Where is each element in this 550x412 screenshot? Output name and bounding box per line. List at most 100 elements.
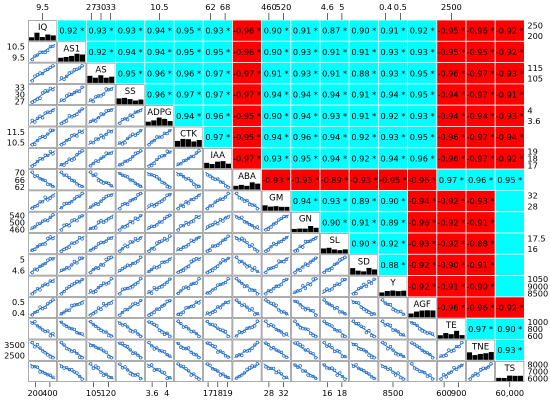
scatter-point-15-7-5 <box>247 349 252 353</box>
scatter-point-13-10-8 <box>343 312 347 316</box>
fit-line-11-2 <box>88 256 114 273</box>
scatter-point-8-5-4 <box>186 201 191 205</box>
fit-line-16-11 <box>350 363 377 380</box>
hist-bar-15-1 <box>472 355 478 360</box>
corr-value-1-10: 0.91 * <box>322 47 347 57</box>
corr-value-13-15: -0.96 * <box>467 303 495 313</box>
fit-line-10-2 <box>88 235 114 252</box>
right-tick-label-6-2: 17 <box>527 161 537 171</box>
left-tick-label-11-0: 5 <box>20 255 25 265</box>
variable-label-14: TE <box>445 321 457 331</box>
fit-line-14-12 <box>380 320 406 337</box>
scatter-point-16-11-1 <box>354 363 358 367</box>
corr-value-2-13: 0.95 * <box>410 68 435 78</box>
scatter-point-15-14-5 <box>452 348 456 353</box>
scatter-point-14-6-3 <box>213 323 217 327</box>
top-tick-label-6-1: 68 <box>220 2 230 12</box>
bottom-tick-label-0-1: 400 <box>42 388 58 398</box>
corr-cell-12-16 <box>494 275 525 298</box>
scatter-point-6-0-7 <box>48 149 52 154</box>
corr-value-1-14: -0.95 * <box>437 47 465 57</box>
fit-line-8-7 <box>234 193 260 210</box>
hist-bar-5-1 <box>180 138 186 147</box>
corr-value-7-11: -0.93 * <box>350 175 378 185</box>
scatter-point-11-10-3 <box>330 266 334 271</box>
fit-line-12-0 <box>29 278 56 295</box>
scatter-point-9-1-8 <box>80 214 84 218</box>
fit-line-14-9 <box>292 320 319 337</box>
fit-line-13-12 <box>380 299 406 316</box>
fit-line-11-7 <box>234 256 260 273</box>
corr-value-2-3: 0.95 * <box>118 68 143 78</box>
scatter-point-14-11-5 <box>364 330 369 335</box>
fit-line-15-5 <box>175 342 202 359</box>
hist-bar-16-2 <box>507 375 513 382</box>
fit-line-11-8 <box>263 256 290 273</box>
fit-line-8-5 <box>175 193 202 210</box>
corr-value-4-12: 0.92 * <box>381 111 406 121</box>
scatter-point-16-4-8 <box>168 375 172 380</box>
scatter-point-15-2-7 <box>107 355 111 359</box>
scatter-point-12-9-4 <box>303 286 308 290</box>
corr-value-5-11: 0.92 * <box>351 132 376 142</box>
hist-bar-14-1 <box>443 333 449 339</box>
corr-value-1-11: 0.91 * <box>351 47 376 57</box>
hist-bar-6-3 <box>220 161 226 169</box>
scatter-point-3-2-1 <box>91 99 95 104</box>
variable-label-9: GN <box>299 215 312 225</box>
right-tick-label-14-1: 800 <box>527 324 543 334</box>
scatter-point-8-5-2 <box>181 204 186 209</box>
scatter-point-15-12-5 <box>393 352 398 356</box>
scatter-point-13-10-7 <box>340 310 344 314</box>
scatter-point-16-15-3 <box>476 373 480 377</box>
corr-value-11-14: -0.90 * <box>437 260 465 270</box>
scatter-point-6-4-8 <box>168 150 172 154</box>
scatter-point-7-2-4 <box>99 180 103 184</box>
right-tick-label-16-0: 8000 <box>527 359 548 369</box>
hist-bar-6-2 <box>215 161 221 169</box>
left-tick-label-7-1: 66 <box>15 175 25 185</box>
corr-value-8-11: 0.89 * <box>351 196 376 206</box>
fit-line-3-1 <box>58 86 85 103</box>
hist-bar-3-1 <box>122 97 128 105</box>
fit-line-13-7 <box>234 299 260 316</box>
hist-bar-4-0 <box>145 121 151 126</box>
bottom-tick-label-4-0: 3.6 <box>146 388 159 398</box>
hist-bar-11-4 <box>371 269 377 275</box>
right-tick-label-4-1: 3.6 <box>527 116 540 126</box>
corr-value-11-12: 0.88 * <box>381 260 406 270</box>
scatter-point-16-2-3 <box>96 366 101 370</box>
corr-value-6-14: -0.96 * <box>437 153 465 163</box>
corr-value-6-9: 0.95 * <box>293 153 318 163</box>
hist-bar-8-2 <box>273 206 279 211</box>
corr-value-5-6: 0.97 * <box>205 132 230 142</box>
fit-line-4-2 <box>88 107 114 124</box>
scatter-point-5-3-1 <box>120 142 125 146</box>
scatter-point-15-11-5 <box>364 350 369 354</box>
scatter-point-6-4-2 <box>152 161 156 166</box>
hist-bar-12-1 <box>384 291 390 296</box>
scatter-point-16-14-7 <box>457 365 461 369</box>
hist-bar-8-1 <box>268 206 274 211</box>
scatter-point-8-4-2 <box>152 204 156 208</box>
corr-value-6-11: 0.92 * <box>351 153 376 163</box>
fit-line-12-11 <box>350 278 377 295</box>
fit-line-12-1 <box>58 278 85 295</box>
scatter-point-15-5-1 <box>179 345 183 349</box>
scatter-point-14-2-6 <box>104 330 108 334</box>
fit-line-9-0 <box>29 214 56 231</box>
variable-label-3: SS <box>125 87 136 97</box>
scatter-point-10-0-7 <box>48 235 52 239</box>
fit-line-9-6 <box>204 214 231 231</box>
hist-bar-13-0 <box>408 313 414 318</box>
fit-line-6-5 <box>175 150 202 167</box>
corr-value-5-16: -0.94 * <box>496 132 524 142</box>
hist-bar-15-3 <box>483 353 489 360</box>
hist-bar-9-3 <box>308 226 314 232</box>
scatter-point-14-0-2 <box>35 324 40 328</box>
fit-line-7-2 <box>88 171 114 188</box>
scatter-point-4-2-5 <box>101 112 106 116</box>
fit-line-13-8 <box>263 299 290 316</box>
corr-value-4-14: -0.94 * <box>437 111 465 121</box>
scatter-point-6-0-2 <box>35 159 40 164</box>
